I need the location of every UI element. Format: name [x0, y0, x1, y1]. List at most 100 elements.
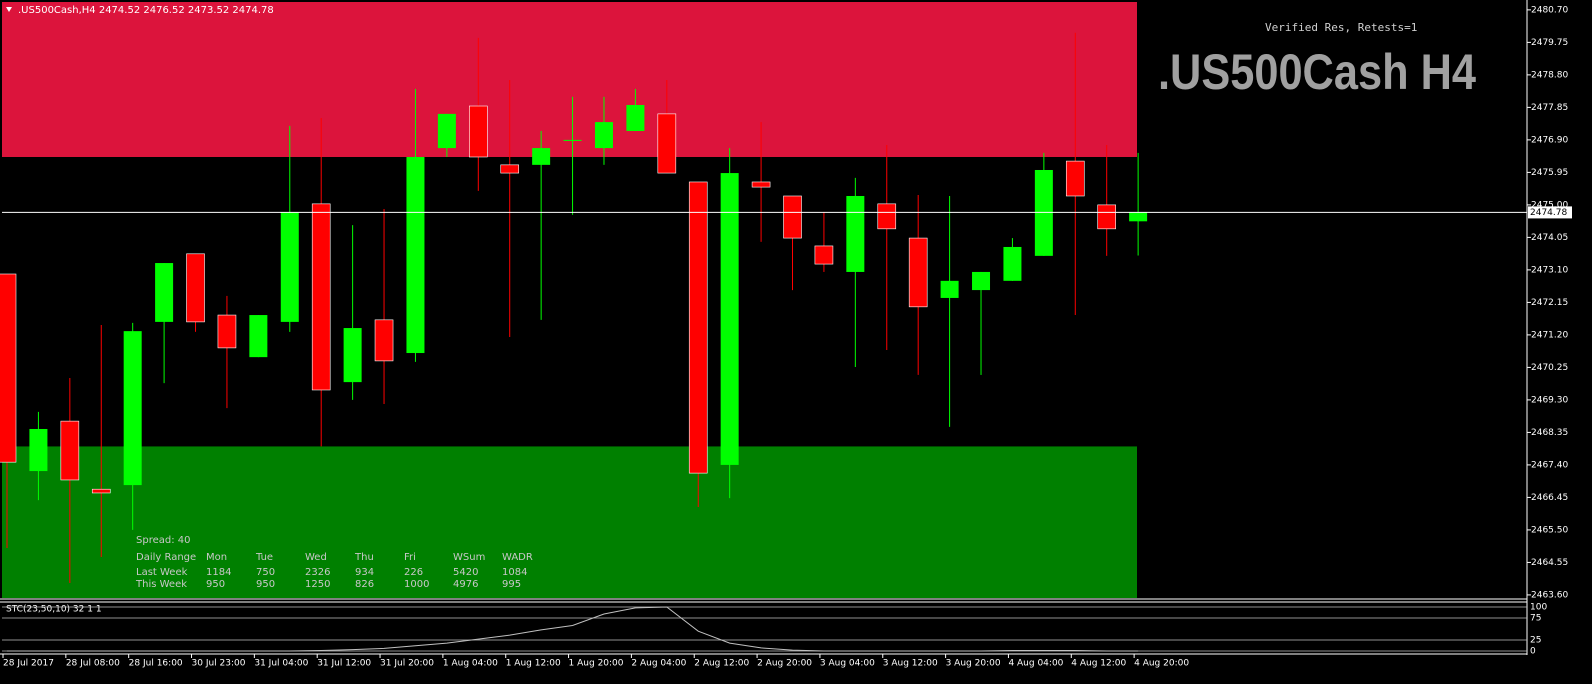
candle-body [1129, 212, 1148, 222]
table-header: Fri [404, 552, 416, 563]
y-tick-label: 2464.55 [1531, 558, 1568, 568]
y-tick-label: 2467.40 [1531, 460, 1568, 470]
candle-body [720, 173, 739, 465]
y-tick-label: 0 [1530, 647, 1536, 657]
zones [2, 2, 1137, 598]
candle-body [1065, 160, 1085, 197]
y-tick-label: 2479.75 [1531, 38, 1568, 48]
y-tick-label: 2476.90 [1531, 135, 1568, 145]
header: .US500Cash,H4 2474.52 2476.52 2473.52 24… [18, 5, 274, 16]
candle-body [217, 314, 237, 349]
x-tick-label: 28 Jul 08:00 [66, 659, 120, 669]
table-cell: 1250 [305, 579, 330, 590]
candle-body [60, 420, 80, 481]
candle-body [846, 195, 865, 272]
spread: Spread: 40 [136, 535, 191, 546]
x-tick-label: 3 Aug 12:00 [883, 659, 938, 669]
table-header: Daily Range [136, 552, 196, 563]
table-header: Wed [305, 552, 327, 563]
candle-body [91, 488, 111, 494]
table-cell: This Week [135, 579, 187, 590]
candle-body [406, 156, 425, 354]
y-tick-label: 2480.70 [1531, 5, 1568, 15]
candle-body [626, 104, 645, 131]
candle-body [972, 271, 991, 291]
candle-body [280, 212, 299, 322]
y-tick-label: 2463.60 [1531, 590, 1568, 600]
table-cell: 1084 [502, 567, 527, 578]
x-tick-label: 31 Jul 04:00 [254, 659, 308, 669]
y-tick-label: 25 [1530, 636, 1541, 646]
table-cell: 750 [256, 567, 275, 578]
x-tick-label: 1 Aug 12:00 [506, 659, 561, 669]
table-cell: 934 [355, 567, 374, 578]
candle-body [594, 122, 613, 149]
y-tick-label: 2470.25 [1531, 363, 1568, 373]
candle-body [783, 195, 802, 239]
candle-body [155, 263, 174, 322]
table-header: WSum [453, 552, 485, 563]
y-tick-label: 2469.30 [1531, 395, 1568, 405]
y-tick-label: 2472.15 [1531, 298, 1568, 308]
table-header: Thu [354, 552, 374, 563]
price-label: 2474.78 [1530, 208, 1567, 218]
x-tick-label: 3 Aug 04:00 [820, 659, 875, 669]
y-tick-label: 2475.00 [1531, 200, 1568, 210]
y-tick-label: 2471.20 [1531, 330, 1568, 340]
table-cell: 1184 [206, 567, 231, 578]
y-tick-label: 2478.80 [1531, 70, 1568, 80]
x-tick-label: 30 Jul 23:00 [192, 659, 246, 669]
zone [2, 2, 1137, 157]
x-tick-label: 2 Aug 12:00 [694, 659, 749, 669]
table-cell: 4976 [453, 579, 478, 590]
table-cell: Last Week [136, 567, 188, 578]
candle-body [877, 203, 897, 230]
y-tick-label: 2465.50 [1531, 525, 1568, 535]
zone [2, 446, 1137, 598]
x-tick-label: 2 Aug 04:00 [631, 659, 686, 669]
candle-body [437, 113, 456, 149]
candle-body [688, 181, 708, 474]
candle-body [1097, 204, 1116, 230]
stc-line [7, 606, 1139, 652]
table-cell: 950 [256, 579, 275, 590]
candle-body [186, 253, 205, 323]
x-tick-label: 1 Aug 20:00 [569, 659, 624, 669]
menu-arrow[interactable] [6, 7, 12, 12]
candle-body [468, 105, 488, 158]
table-header: WADR [502, 552, 533, 563]
price-label-box [1528, 206, 1572, 219]
candle-body [814, 245, 834, 265]
candle-body [657, 113, 677, 174]
candle-body [940, 280, 959, 298]
candle-body [123, 331, 142, 486]
candle-body [374, 319, 394, 362]
table-cell: 226 [404, 567, 423, 578]
y-tick-label: 75 [1530, 614, 1541, 624]
candle-body [908, 237, 928, 308]
y-tick-label: 2477.85 [1531, 103, 1568, 113]
x-tick-label: 28 Jul 16:00 [129, 659, 183, 669]
x-tick-label: 4 Aug 04:00 [1008, 659, 1063, 669]
table-header: Tue [255, 552, 273, 563]
table-cell: 950 [206, 579, 225, 590]
table-cell: 5420 [453, 567, 478, 578]
annotation: Verified Res, Retests=1 [1265, 21, 1417, 34]
candle-body [311, 203, 331, 391]
indicator-title: STC(23,50,10) 32 1 1 [6, 605, 102, 615]
table-cell: 2326 [305, 567, 330, 578]
y-tick-label: 2466.45 [1531, 493, 1568, 503]
x-tick-label: 28 Jul 2017 [3, 659, 54, 669]
y-tick-label: 2475.95 [1531, 168, 1568, 178]
candle-body [500, 164, 520, 174]
table-cell: 826 [355, 579, 374, 590]
candle-body [1003, 246, 1022, 281]
candle-body [29, 428, 48, 472]
x-tick-label: 2 Aug 20:00 [757, 659, 812, 669]
candle-body [563, 139, 582, 141]
x-tick-label: 4 Aug 20:00 [1134, 659, 1189, 669]
candle-body [751, 181, 771, 188]
y-tick-label: 100 [1530, 603, 1547, 613]
plot [0, 32, 1527, 583]
